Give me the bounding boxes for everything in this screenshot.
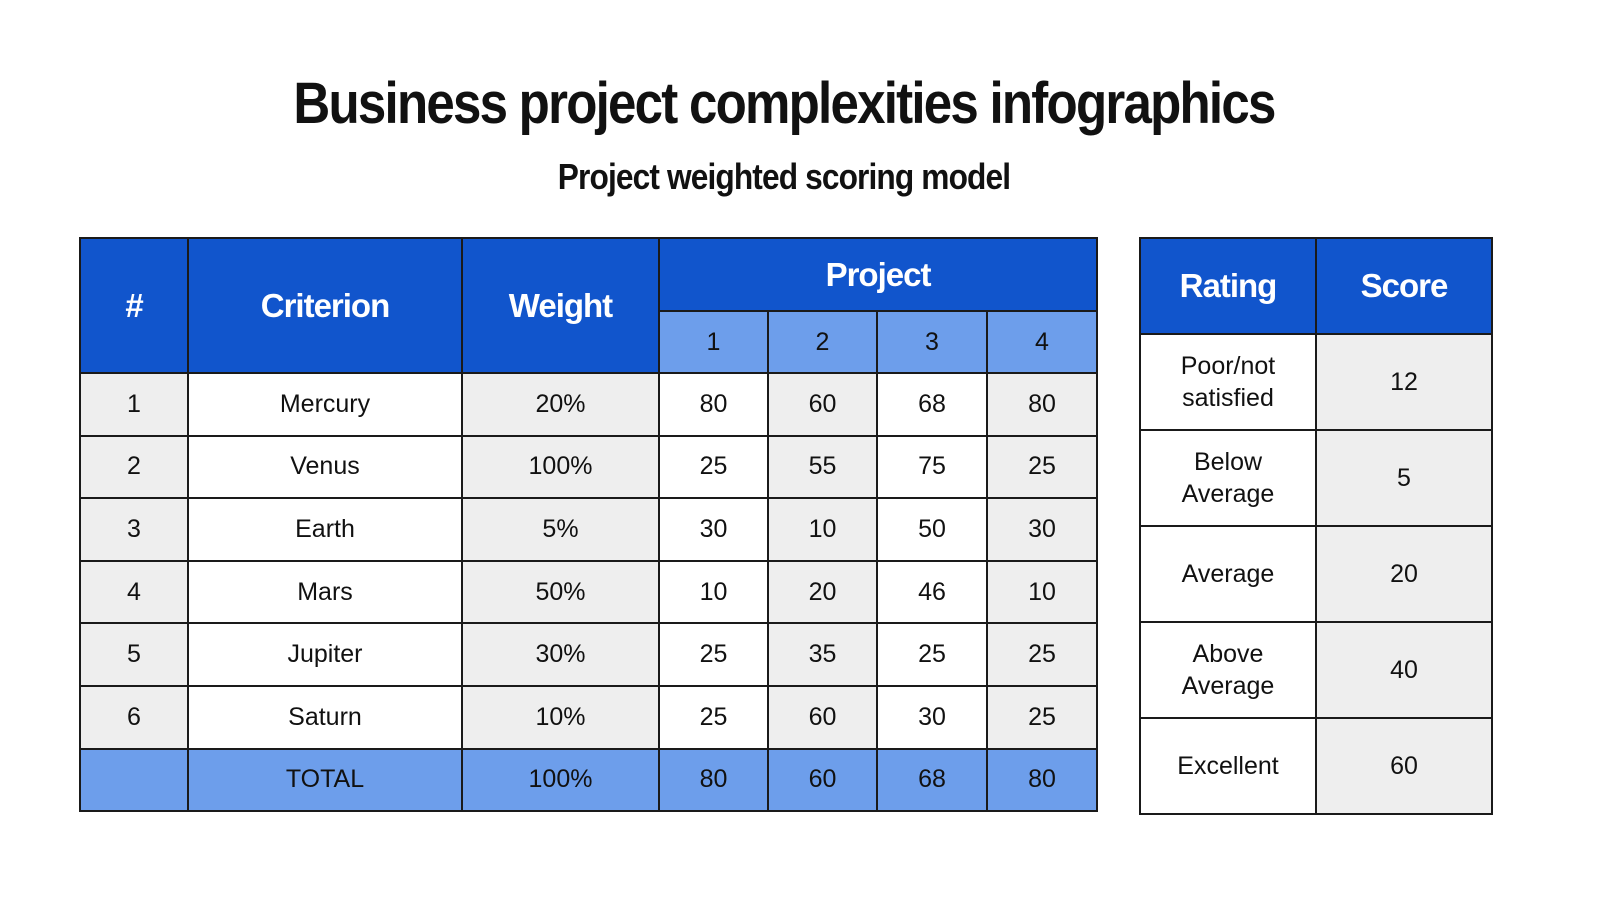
rating-score: 12 xyxy=(1315,333,1493,431)
row-number: 6 xyxy=(79,684,189,750)
criterion-cell: Mercury xyxy=(187,372,463,437)
table-row: 6 Saturn 10% 25 60 30 25 xyxy=(79,684,1098,750)
criterion-cell: Jupiter xyxy=(187,622,463,687)
weight-cell: 100% xyxy=(461,434,660,500)
weight-cell: 20% xyxy=(461,372,660,437)
score-cell: 46 xyxy=(876,559,988,625)
header-score: Score xyxy=(1315,237,1493,335)
project-number-header: 4 xyxy=(986,310,1098,374)
score-cell: 25 xyxy=(986,434,1098,500)
header-rating: Rating xyxy=(1139,237,1317,335)
weight-cell: 50% xyxy=(461,559,660,625)
score-cell: 80 xyxy=(658,372,769,437)
score-cell: 50 xyxy=(876,497,988,562)
total-score: 80 xyxy=(658,747,769,813)
score-cell: 35 xyxy=(767,622,878,687)
criterion-cell: Venus xyxy=(187,434,463,500)
project-number-header: 3 xyxy=(876,310,988,374)
score-cell: 10 xyxy=(767,497,878,562)
criterion-cell: Earth xyxy=(187,497,463,562)
table-row: 3 Earth 5% 30 10 50 30 xyxy=(79,497,1098,562)
score-cell: 25 xyxy=(986,622,1098,687)
score-cell: 30 xyxy=(986,497,1098,562)
rating-label: Excellent xyxy=(1139,717,1317,815)
rating-label: Average xyxy=(1139,525,1317,623)
table-row: 1 Mercury 20% 80 60 68 80 xyxy=(79,372,1098,437)
score-cell: 25 xyxy=(658,622,769,687)
weight-cell: 5% xyxy=(461,497,660,562)
rating-label: Below Average xyxy=(1139,429,1317,527)
total-label: TOTAL xyxy=(187,747,463,813)
rating-row: Excellent 60 xyxy=(1139,717,1493,815)
score-cell: 20 xyxy=(767,559,878,625)
score-cell: 80 xyxy=(986,372,1098,437)
table-row: 4 Mars 50% 10 20 46 10 xyxy=(79,559,1098,625)
page-title: Business project complexities infographi… xyxy=(293,71,1276,136)
total-row: TOTAL 100% 80 60 68 80 xyxy=(79,747,1098,813)
weight-cell: 30% xyxy=(461,622,660,687)
rating-table: Rating Score Poor/not satisfied 12 Below A… xyxy=(1139,237,1493,815)
header-num: # xyxy=(79,237,189,374)
table-row: 5 Jupiter 30% 25 35 25 25 xyxy=(79,622,1098,687)
rating-score: 60 xyxy=(1315,717,1493,815)
score-cell: 25 xyxy=(658,684,769,750)
criterion-cell: Saturn xyxy=(187,684,463,750)
page-subtitle: Project weighted scoring model xyxy=(557,156,1011,197)
rating-row: Above Average 40 xyxy=(1139,621,1493,719)
row-number: 2 xyxy=(79,434,189,500)
total-weight: 100% xyxy=(461,747,660,813)
table-row: 2 Venus 100% 25 55 75 25 xyxy=(79,434,1098,500)
criterion-cell: Mars xyxy=(187,559,463,625)
rating-score: 40 xyxy=(1315,621,1493,719)
header-project: Project xyxy=(658,237,1098,312)
score-cell: 55 xyxy=(767,434,878,500)
total-score: 68 xyxy=(876,747,988,813)
score-cell: 60 xyxy=(767,684,878,750)
rating-label: Poor/not satisfied xyxy=(1139,333,1317,431)
total-score: 80 xyxy=(986,747,1098,813)
weight-cell: 10% xyxy=(461,684,660,750)
rating-row: Poor/not satisfied 12 xyxy=(1139,333,1493,431)
score-cell: 68 xyxy=(876,372,988,437)
score-cell: 75 xyxy=(876,434,988,500)
score-cell: 60 xyxy=(767,372,878,437)
row-number: 4 xyxy=(79,559,189,625)
rating-score: 20 xyxy=(1315,525,1493,623)
total-score: 60 xyxy=(767,747,878,813)
row-number: 5 xyxy=(79,622,189,687)
row-number: 3 xyxy=(79,497,189,562)
score-cell: 10 xyxy=(986,559,1098,625)
rating-label: Above Average xyxy=(1139,621,1317,719)
header-weight: Weight xyxy=(461,237,660,374)
score-cell: 10 xyxy=(658,559,769,625)
header-criterion: Criterion xyxy=(187,237,463,374)
rating-score: 5 xyxy=(1315,429,1493,527)
score-cell: 25 xyxy=(876,622,988,687)
rating-row: Below Average 5 xyxy=(1139,429,1493,527)
score-cell: 30 xyxy=(876,684,988,750)
rating-row: Average 20 xyxy=(1139,525,1493,623)
total-empty-cell xyxy=(79,747,189,813)
score-cell: 30 xyxy=(658,497,769,562)
score-cell: 25 xyxy=(986,684,1098,750)
score-cell: 25 xyxy=(658,434,769,500)
project-number-header: 2 xyxy=(767,310,878,374)
project-number-header: 1 xyxy=(658,310,769,374)
row-number: 1 xyxy=(79,372,189,437)
